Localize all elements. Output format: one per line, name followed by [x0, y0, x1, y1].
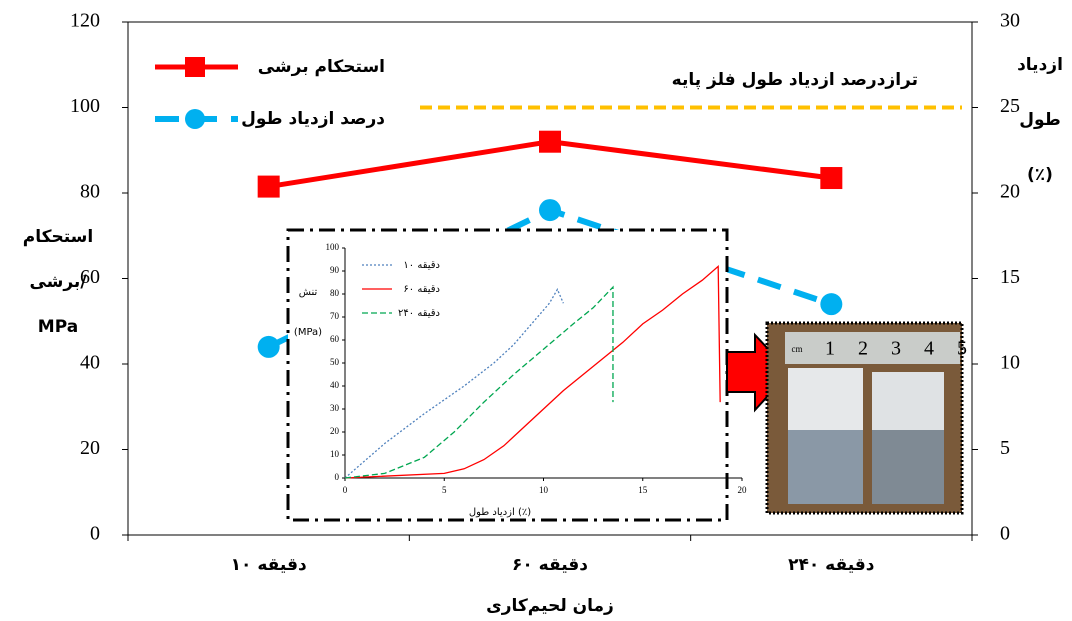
inset-x-tick-label: 20 [738, 485, 748, 495]
marker [820, 167, 842, 189]
x-tick-label: ۲۴۰ دقیقه [788, 555, 875, 575]
inset-y-tick-label: 20 [330, 426, 340, 436]
y2-axis-label: ازدیاد [1017, 55, 1063, 75]
y2-axis-label: (٪) [1027, 165, 1053, 185]
photo-ruler-label: 4 [924, 338, 934, 360]
inset-y-label: تنش [299, 287, 318, 298]
inset-y-tick-label: 0 [335, 472, 340, 482]
marker [258, 176, 280, 198]
inset-legend-label: ۶۰ دقیقه [403, 284, 440, 295]
photo-ruler-label: 3 [891, 338, 901, 360]
x-tick-label: ۶۰ دقیقه [512, 555, 588, 575]
chart: 020406080100120051015202530۱۰ دقیقه۶۰ دق… [0, 0, 1072, 621]
inset-x-tick-label: 0 [343, 485, 348, 495]
marker [258, 336, 280, 358]
y-tick-label: 120 [70, 10, 100, 32]
inset-y-tick-label: 90 [330, 265, 340, 275]
photo-sample-top [872, 372, 944, 430]
inset-y-tick-label: 50 [330, 357, 340, 367]
y-tick-label: 80 [80, 181, 100, 203]
photo-ruler-label: 5 [957, 338, 967, 360]
photo-ruler-label: cm [792, 344, 803, 354]
y2-axis-label: طول [1019, 110, 1060, 130]
y-tick-label: 100 [70, 95, 100, 117]
inset-legend-label: ۱۰ دقیقه [403, 260, 440, 271]
legend-label: درصد ازدیاد طول [241, 109, 385, 129]
y-tick-label: 40 [80, 352, 100, 374]
inset-x-tick-label: 10 [539, 485, 549, 495]
inset-frame [288, 230, 727, 520]
inset-x-tick-label: 5 [442, 485, 447, 495]
y-tick-label: 20 [80, 437, 100, 459]
reference-label: ترازدرصد ازدیاد طول فلز پایه [672, 70, 918, 90]
inset-y-tick-label: 60 [330, 334, 340, 344]
y2-tick-label: 20 [1000, 181, 1020, 203]
marker [539, 199, 561, 221]
photo-sample-top [788, 368, 863, 430]
inset-y-tick-label: 100 [326, 242, 340, 252]
marker [539, 131, 561, 153]
y2-tick-label: 0 [1000, 523, 1010, 545]
x-tick-label: ۱۰ دقیقه [231, 555, 307, 575]
y2-tick-label: 10 [1000, 352, 1020, 374]
inset-y-tick-label: 70 [330, 311, 340, 321]
inset-y-tick-label: 40 [330, 380, 340, 390]
y-axis-label: برشی/ [29, 272, 87, 292]
inset-y-tick-label: 10 [330, 449, 340, 459]
inset-y-label: (MPa) [294, 327, 322, 338]
y2-tick-label: 25 [1000, 95, 1020, 117]
inset-legend-label: ۲۴۰ دقیقه [398, 308, 440, 319]
legend-label: استحکام برشی [258, 57, 385, 77]
photo-ruler-label: 1 [825, 338, 835, 360]
marker [820, 293, 842, 315]
inset-y-tick-label: 80 [330, 288, 340, 298]
inset-x-label: ازدیاد طول (٪) [469, 507, 531, 518]
inset-y-tick-label: 30 [330, 403, 340, 413]
y-axis-label: MPa [38, 317, 78, 337]
y-axis-label: استحکام [23, 227, 93, 247]
y2-tick-label: 30 [1000, 10, 1020, 32]
y2-tick-label: 15 [1000, 266, 1020, 288]
legend-marker [185, 57, 205, 77]
y2-tick-label: 5 [1000, 437, 1010, 459]
legend-marker [185, 109, 205, 129]
inset-x-tick-label: 15 [638, 485, 648, 495]
y-tick-label: 0 [90, 523, 100, 545]
photo-ruler-label: 2 [858, 338, 868, 360]
x-axis-label: زمان لحیم‌کاری [486, 596, 614, 616]
